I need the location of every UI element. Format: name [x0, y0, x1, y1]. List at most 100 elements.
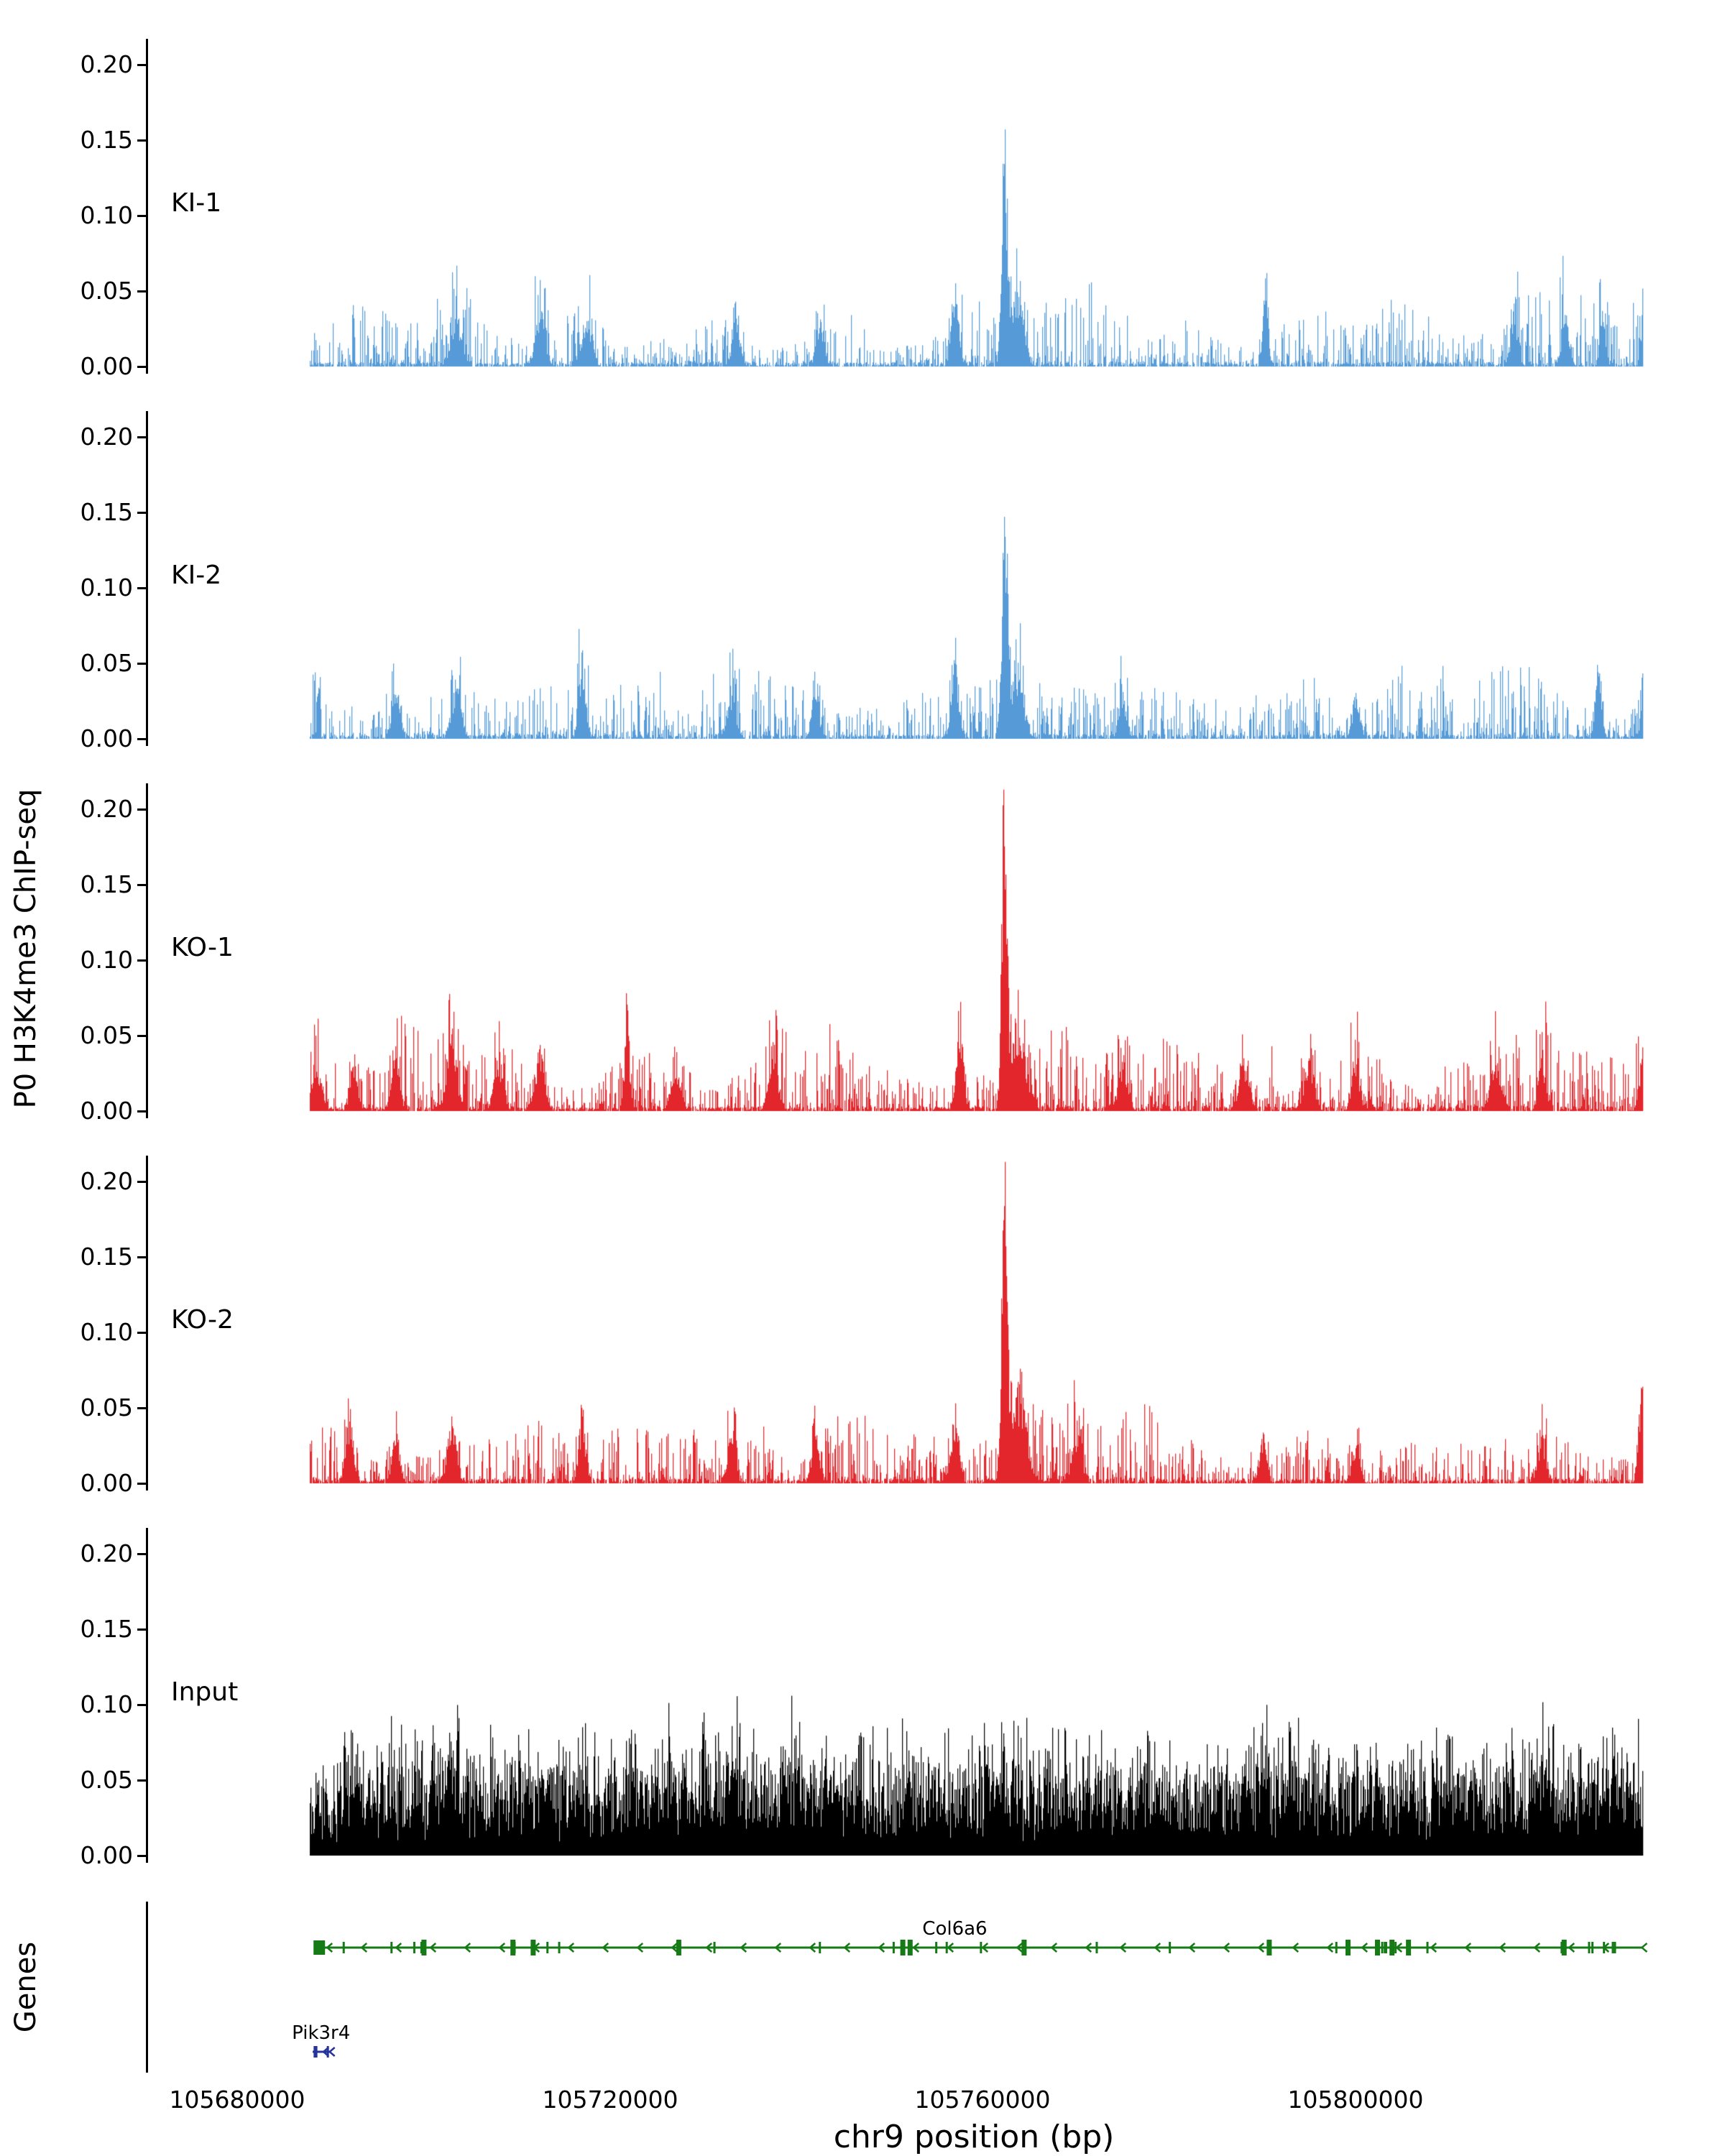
- exon-tick: [313, 2046, 316, 2058]
- y-tick-mark: [137, 737, 146, 740]
- y-tick-label: 0.00: [80, 352, 133, 380]
- y-tick-label: 0.15: [80, 1243, 133, 1271]
- strand-arrow-icon: [1464, 1943, 1472, 1953]
- track-panel-ki-1: KI-1 0.000.050.100.150.20: [0, 29, 1725, 381]
- exon-tick: [1374, 1940, 1380, 1955]
- strand-arrow-icon: [429, 1943, 437, 1953]
- y-tick-label: 0.05: [80, 1393, 133, 1422]
- track-panel-ki-2: KI-2 0.000.050.100.150.20: [0, 401, 1725, 753]
- y-tick-mark: [137, 1406, 146, 1409]
- exon-tick: [676, 1940, 681, 1955]
- y-tick-mark: [137, 1331, 146, 1334]
- y-tick-mark: [137, 511, 146, 514]
- exon-tick: [819, 1942, 822, 1953]
- y-tick-mark: [137, 1256, 146, 1258]
- x-tick-label-2: 105720000: [542, 2086, 678, 2114]
- exon-tick: [1389, 1940, 1395, 1955]
- gene-label-Pik3r4: Pik3r4: [292, 2022, 350, 2044]
- y-tick-label: 0.15: [80, 1615, 133, 1643]
- strand-arrow-icon: [1640, 1943, 1648, 1953]
- strand-arrow-icon: [1533, 1943, 1541, 1953]
- y-tick-label: 0.05: [80, 1021, 133, 1049]
- strand-arrow-icon: [1292, 1943, 1300, 1953]
- exon-tick: [945, 1942, 948, 1953]
- gene-start-box: [313, 1940, 326, 1955]
- y-tick-mark: [137, 290, 146, 292]
- strand-arrow-icon: [1223, 1943, 1230, 1953]
- exon-tick: [530, 1940, 536, 1955]
- y-tick-label: 0.15: [80, 870, 133, 898]
- exon-tick: [892, 1942, 895, 1953]
- y-tick-label: 0.20: [80, 1167, 133, 1195]
- y-axis-line: [146, 1902, 148, 2073]
- gene-label-Col6a6: Col6a6: [922, 1918, 987, 1940]
- y-tick-mark: [137, 214, 146, 217]
- y-tick-label: 0.20: [80, 795, 133, 823]
- strand-arrow-icon: [1085, 1943, 1092, 1953]
- exon-tick: [420, 1942, 423, 1953]
- y-tick-label: 0.20: [80, 50, 133, 78]
- track-panel-ko-1: KO-1 0.000.050.100.150.20: [0, 773, 1725, 1125]
- y-axis-line: [146, 783, 148, 1118]
- exon-tick: [558, 1942, 561, 1953]
- strand-arrow-icon: [1257, 1943, 1265, 1953]
- y-tick-label: 0.00: [80, 1469, 133, 1497]
- y-tick-label: 0.00: [80, 724, 133, 752]
- y-tick-label: 0.10: [80, 946, 133, 974]
- exon-tick: [546, 1942, 549, 1953]
- exon-tick: [390, 1942, 393, 1953]
- strand-arrow-icon: [1499, 1943, 1506, 1953]
- exon-tick: [1406, 1940, 1412, 1955]
- strand-arrow-icon: [1188, 1943, 1196, 1953]
- y-tick-mark: [137, 1628, 146, 1631]
- y-tick-mark: [137, 1034, 146, 1037]
- signal-canvas-ko-2: [151, 1146, 1653, 1498]
- strand-arrow-icon: [705, 1943, 713, 1953]
- track-panel-ko-2: KO-2 0.000.050.100.150.20: [0, 1146, 1725, 1498]
- y-tick-mark: [137, 1180, 146, 1183]
- x-axis-title: chr9 position (bp): [833, 2119, 1115, 2155]
- y-tick-mark: [137, 883, 146, 886]
- genes-track: Col6a6 Pik3r4: [292, 1918, 1648, 2058]
- strand-arrow-icon: [328, 2047, 336, 2057]
- y-tick-mark: [137, 365, 146, 368]
- y-tick-mark: [137, 436, 146, 438]
- strand-arrow-icon: [636, 1943, 644, 1953]
- strand-arrow-icon: [1154, 1943, 1162, 1953]
- exon-tick: [900, 1940, 906, 1955]
- y-tick-label: 0.10: [80, 201, 133, 229]
- y-tick-mark: [137, 63, 146, 66]
- exon-tick: [980, 1942, 983, 1953]
- exon-tick: [1561, 1940, 1567, 1955]
- exon-tick: [510, 1940, 516, 1955]
- y-tick-label: 0.05: [80, 649, 133, 677]
- x-tick-label-1: 105680000: [169, 2086, 305, 2114]
- exon-tick: [1335, 1942, 1338, 1953]
- strand-arrow-icon: [498, 1943, 506, 1953]
- y-tick-mark: [137, 1110, 146, 1112]
- strand-arrow-icon: [464, 1943, 472, 1953]
- signal-canvas-ki-2: [151, 401, 1653, 753]
- strand-arrow-icon: [878, 1943, 886, 1953]
- y-tick-label: 0.05: [80, 277, 133, 305]
- strand-arrow-icon: [740, 1943, 748, 1953]
- exon-tick: [342, 1942, 345, 1953]
- strand-arrow-icon: [843, 1943, 851, 1953]
- y-tick-mark: [137, 1552, 146, 1555]
- strand-arrow-icon: [1395, 1943, 1403, 1953]
- exon-tick: [1346, 1940, 1351, 1955]
- strand-arrow-icon: [947, 1943, 954, 1953]
- exon-tick: [1021, 1940, 1027, 1955]
- exon-tick: [413, 1942, 415, 1953]
- x-tick-label-4: 105800000: [1287, 2086, 1424, 2114]
- y-tick-label: 0.00: [80, 1841, 133, 1869]
- exon-tick: [421, 1940, 427, 1955]
- y-tick-label: 0.15: [80, 126, 133, 154]
- strand-arrow-icon: [671, 1943, 678, 1953]
- y-tick-mark: [137, 586, 146, 589]
- y-tick-mark: [137, 662, 146, 665]
- exon-tick: [326, 2046, 329, 2058]
- exon-tick: [713, 1942, 716, 1953]
- exon-tick: [1426, 1942, 1429, 1953]
